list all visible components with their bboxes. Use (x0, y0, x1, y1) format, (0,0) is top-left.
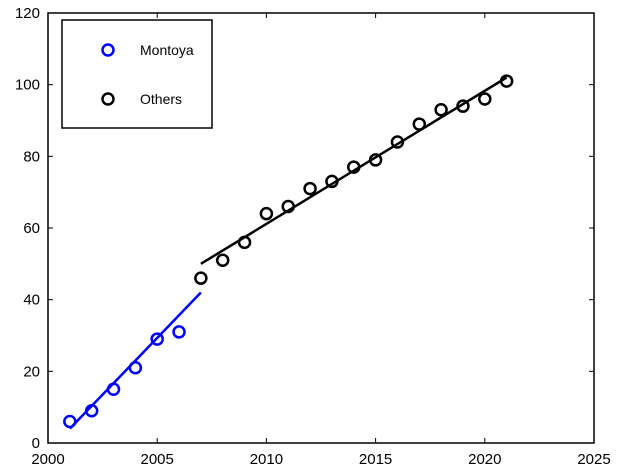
data-point-others (237, 235, 252, 250)
legend: Montoya Others (61, 19, 213, 129)
y-tick-label: 40 (23, 292, 40, 309)
fit-line-others (200, 76, 508, 265)
y-tick-label: 120 (15, 5, 40, 22)
y-tick-label: 100 (15, 77, 40, 94)
y-tick-label: 80 (23, 148, 40, 165)
data-point-others (456, 99, 470, 113)
data-point-others (478, 92, 492, 106)
data-point-others (194, 271, 208, 285)
axis-ticks: 2000 2005 2010 2015 2020 2025 0 20 40 60 80 100 120 (15, 5, 611, 468)
data-point-others (434, 103, 448, 117)
x-tick-label: 2020 (468, 451, 501, 468)
x-tick-label: 2025 (577, 451, 610, 468)
data-point-montoya (172, 325, 186, 339)
data-point-others (347, 160, 361, 174)
legend-marker-montoya (101, 43, 115, 57)
y-tick-label: 20 (23, 363, 40, 380)
data-point-montoya (63, 414, 77, 429)
legend-marker-others (101, 92, 115, 106)
legend-label-montoya: Montoya (140, 42, 194, 58)
data-point-others (215, 253, 230, 267)
legend-box (61, 19, 213, 129)
x-tick-label: 2005 (141, 451, 174, 468)
data-point-others (281, 199, 295, 214)
y-tick-label: 0 (32, 435, 40, 452)
data-points (63, 74, 514, 429)
data-point-montoya (106, 382, 121, 396)
data-point-others (412, 117, 427, 131)
data-point-others (390, 135, 405, 149)
legend-label-others: Others (140, 91, 182, 107)
data-point-others (259, 206, 274, 221)
x-tick-label: 2000 (31, 451, 64, 468)
y-tick-label: 60 (23, 220, 40, 237)
data-point-others (368, 153, 383, 167)
x-tick-label: 2010 (250, 451, 283, 468)
data-point-others (325, 174, 339, 189)
x-tick-label: 2015 (359, 451, 392, 468)
data-point-montoya (150, 332, 164, 346)
data-point-others (303, 181, 317, 196)
data-point-montoya (128, 361, 143, 375)
data-point-others (499, 74, 514, 88)
data-point-montoya (84, 404, 99, 418)
